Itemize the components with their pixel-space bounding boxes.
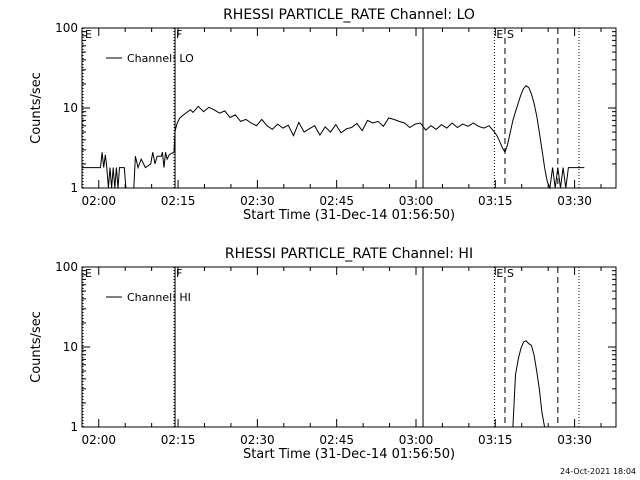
- x-tick-label: 03:30: [557, 433, 592, 447]
- x-tick-label: 02:45: [319, 433, 354, 447]
- x-tick-label: 03:00: [399, 433, 434, 447]
- y-tick-label: 100: [55, 21, 78, 35]
- marker-label: E: [85, 267, 92, 280]
- y-tick-label: 10: [63, 101, 78, 115]
- x-axis-label: Start Time (31-Dec-14 01:56:50): [243, 447, 455, 462]
- legend-label: Channel: LO: [127, 52, 194, 65]
- marker-label: E: [496, 267, 503, 280]
- y-axis-label: Counts/sec: [29, 72, 44, 144]
- marker-label: S: [507, 267, 514, 280]
- marker-label: F: [176, 267, 182, 280]
- marker-label: E: [85, 28, 92, 41]
- marker-label: E: [496, 28, 503, 41]
- series-line: [82, 85, 585, 190]
- y-axis-label: Counts/sec: [29, 311, 44, 383]
- x-tick-label: 03:15: [478, 433, 513, 447]
- lo-channel-panel: RHESSI PARTICLE_RATE Channel: LO 1 10 100 02…: [29, 7, 617, 223]
- chart-title: RHESSI PARTICLE_RATE Channel: HI: [225, 246, 473, 262]
- x-tick-label: 02:00: [81, 194, 116, 208]
- series-line: [512, 340, 546, 428]
- x-axis-label: Start Time (31-Dec-14 01:56:50): [243, 208, 455, 223]
- x-tick-label: 02:00: [81, 433, 116, 447]
- legend-label: Channel: HI: [127, 291, 191, 304]
- y-tick-label: 10: [63, 340, 78, 354]
- x-tick-label: 03:15: [478, 194, 513, 208]
- timestamp: 24-Oct-2021 18:04: [560, 467, 636, 476]
- x-tick-label: 03:00: [399, 194, 434, 208]
- x-tick-label: 02:15: [161, 194, 196, 208]
- x-tick-label: 02:15: [161, 433, 196, 447]
- marker-label: F: [176, 28, 182, 41]
- y-tick-label: 1: [70, 420, 78, 434]
- y-tick-label: 1: [70, 181, 78, 195]
- x-tick-label: 02:30: [240, 194, 275, 208]
- chart-title: RHESSI PARTICLE_RATE Channel: LO: [223, 7, 475, 23]
- x-tick-label: 02:45: [319, 194, 354, 208]
- x-tick-label: 03:30: [557, 194, 592, 208]
- y-tick-label: 100: [55, 260, 78, 274]
- x-tick-label: 02:30: [240, 433, 275, 447]
- marker-label: S: [507, 28, 514, 41]
- hi-channel-panel: RHESSI PARTICLE_RATE Channel: HI 1 10 100 02…: [29, 246, 617, 462]
